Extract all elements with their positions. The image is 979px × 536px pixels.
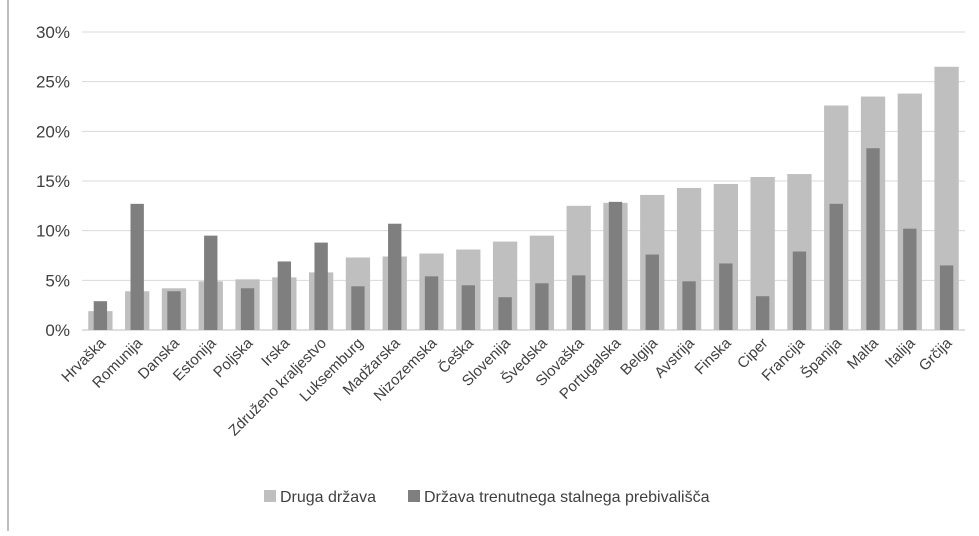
x-tick-label: Malta <box>844 334 882 372</box>
gridlines <box>7 0 965 531</box>
bar-drzava-prebivalisca <box>240 288 255 330</box>
bar-drzava-prebivalisca <box>866 148 880 330</box>
legend: Druga država Država trenutnega stalnega p… <box>264 489 710 506</box>
x-tick-label: Grčija <box>916 334 956 374</box>
bar-drzava-prebivalisca <box>498 297 512 330</box>
x-tick-label: Italija <box>882 334 919 371</box>
bar-drzava-prebivalisca <box>792 251 807 330</box>
x-tick-label: Finska <box>691 334 735 378</box>
legend-swatch <box>408 490 420 502</box>
legend-label: Druga država <box>280 489 376 506</box>
bar-drzava-prebivalisca <box>130 203 144 330</box>
bar-drzava-prebivalisca <box>682 281 696 330</box>
y-tick-label: 20% <box>36 122 70 141</box>
bar-drzava-prebivalisca <box>351 286 365 330</box>
bar-drzava-prebivalisca <box>204 235 218 330</box>
x-tick-label: Poljska <box>210 334 257 381</box>
y-tick-label: 25% <box>36 73 70 92</box>
bar-drzava-prebivalisca <box>829 203 843 330</box>
bar-drzava-prebivalisca <box>719 263 733 330</box>
bar-drzava-prebivalisca <box>277 261 292 330</box>
bar-drzava-prebivalisca <box>572 275 586 330</box>
x-tick-label: Španija <box>798 334 846 382</box>
y-tick-label: 10% <box>36 222 70 241</box>
bar-drzava-prebivalisca <box>608 201 623 330</box>
bar-drzava-prebivalisca <box>314 242 328 330</box>
y-tick-label: 15% <box>36 172 70 191</box>
bar-drzava-prebivalisca <box>939 265 954 330</box>
bar-drzava-prebivalisca <box>535 283 549 330</box>
y-tick-label: 0% <box>45 321 70 340</box>
y-axis-ticks: 0% 5% 10% 15% 20% 25% 30% <box>36 23 70 340</box>
x-tick-label: Avstrija <box>651 334 698 381</box>
bars <box>88 66 959 331</box>
bar-drzava-prebivalisca <box>93 301 108 330</box>
bar-drzava-prebivalisca <box>388 223 402 330</box>
y-tick-label: 30% <box>36 23 70 42</box>
bar-drzava-prebivalisca <box>903 228 917 330</box>
legend-swatch <box>264 490 276 502</box>
bar-drzava-prebivalisca <box>755 296 770 330</box>
bar-drzava-prebivalisca <box>167 291 181 330</box>
bar-drzava-prebivalisca <box>424 276 439 330</box>
bar-drzava-prebivalisca <box>645 254 659 330</box>
bar-drzava-prebivalisca <box>461 285 475 330</box>
y-tick-label: 5% <box>45 271 70 290</box>
legend-label: Država trenutnega stalnega prebivališča <box>424 489 710 506</box>
